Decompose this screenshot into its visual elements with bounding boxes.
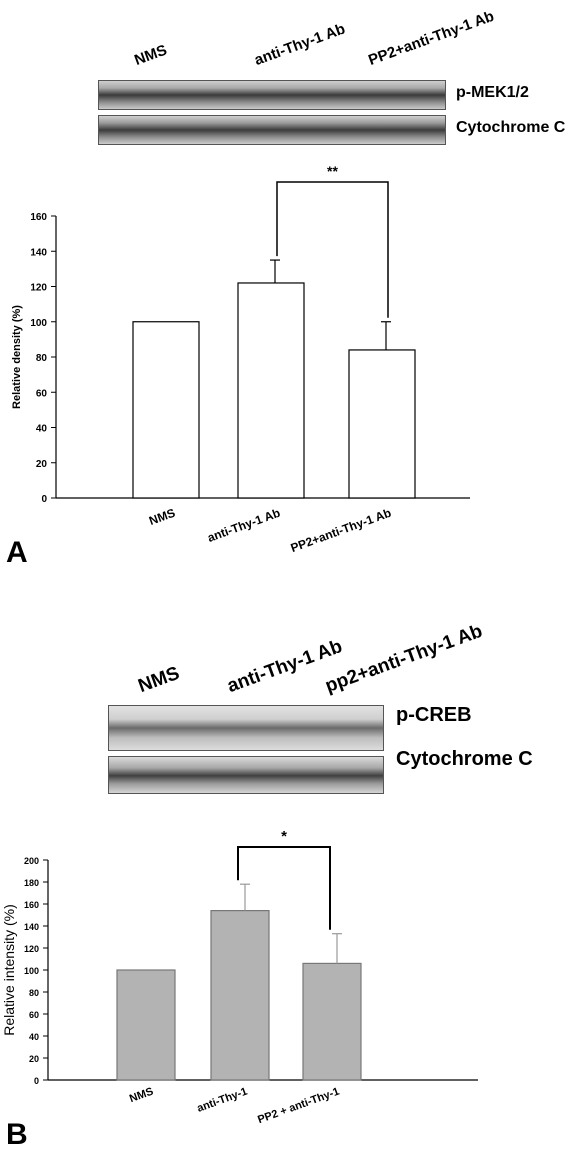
bar bbox=[302, 962, 362, 1081]
blot-strip-p-creb bbox=[108, 705, 384, 751]
y-tick-label: 20 bbox=[29, 1054, 39, 1064]
panel-b: NMS anti-Thy-1 Ab pp2+anti-Thy-1 Ab p-CR… bbox=[0, 590, 568, 1158]
y-tick-label: 160 bbox=[30, 212, 47, 223]
y-tick-label: 120 bbox=[24, 944, 39, 954]
y-tick-label: 100 bbox=[24, 966, 39, 976]
blot-band-label: Cytochrome C bbox=[456, 119, 566, 136]
bar bbox=[237, 282, 305, 499]
y-tick-label: 0 bbox=[41, 494, 47, 505]
y-tick-label: 40 bbox=[29, 1032, 39, 1042]
y-tick-label: 80 bbox=[29, 988, 39, 998]
panel-a: NMS anti-Thy-1 Ab PP2+anti-Thy-1 Ab p-ME… bbox=[6, 8, 566, 569]
blot-band-label: p-MEK1/2 bbox=[456, 84, 529, 101]
y-tick-label: 20 bbox=[36, 459, 48, 470]
significance-label: ** bbox=[327, 163, 338, 179]
y-tick-label: 100 bbox=[30, 318, 47, 329]
blot-strip-cytochrome-c bbox=[108, 756, 384, 794]
y-axis-label: Relative density (%) bbox=[11, 305, 23, 409]
blot-strip-p-mek bbox=[98, 80, 446, 110]
x-tick-label: NMS bbox=[128, 1086, 155, 1106]
y-tick-label: 180 bbox=[24, 878, 39, 888]
bar-chart-b: 0 20 40 60 80 100 120 140 160 180 200 Relative inte… bbox=[1, 828, 478, 1127]
significance-bracket bbox=[276, 181, 389, 318]
x-tick-label: anti-Thy-1 Ab bbox=[206, 506, 282, 545]
y-tick-label: 60 bbox=[29, 1010, 39, 1020]
blot-strip-cytochrome-c bbox=[98, 115, 446, 145]
x-tick-label: PP2 + anti-Thy-1 bbox=[256, 1086, 341, 1127]
blot-band-label: p-CREB bbox=[396, 704, 472, 726]
bar bbox=[132, 321, 200, 499]
y-tick-label: 0 bbox=[34, 1076, 39, 1086]
y-tick-label: 200 bbox=[24, 856, 39, 866]
bar bbox=[210, 910, 270, 1081]
bar bbox=[348, 349, 416, 499]
significance-label: * bbox=[281, 828, 287, 845]
panel-letter: B bbox=[6, 1118, 28, 1151]
y-tick-label: 40 bbox=[36, 424, 48, 435]
panel-letter: A bbox=[6, 536, 28, 569]
y-axis-label: Relative intensity (%) bbox=[1, 904, 17, 1036]
y-tick-label: 120 bbox=[30, 283, 47, 294]
significance-bracket bbox=[237, 846, 331, 930]
x-tick-label: PP2+anti-Thy-1 Ab bbox=[289, 506, 393, 555]
y-tick-label: 60 bbox=[36, 388, 48, 399]
bar bbox=[116, 969, 176, 1081]
x-tick-label: NMS bbox=[147, 506, 177, 528]
y-tick-label: 140 bbox=[30, 247, 47, 258]
blot-band-label: Cytochrome C bbox=[396, 748, 533, 770]
y-tick-label: 160 bbox=[24, 900, 39, 910]
bar-chart-a: 0 20 40 60 80 100 120 140 160 Relative density (%… bbox=[11, 163, 470, 555]
x-tick-label: anti-Thy-1 bbox=[196, 1086, 249, 1115]
y-tick-label: 140 bbox=[24, 922, 39, 932]
y-tick-label: 80 bbox=[36, 353, 48, 364]
